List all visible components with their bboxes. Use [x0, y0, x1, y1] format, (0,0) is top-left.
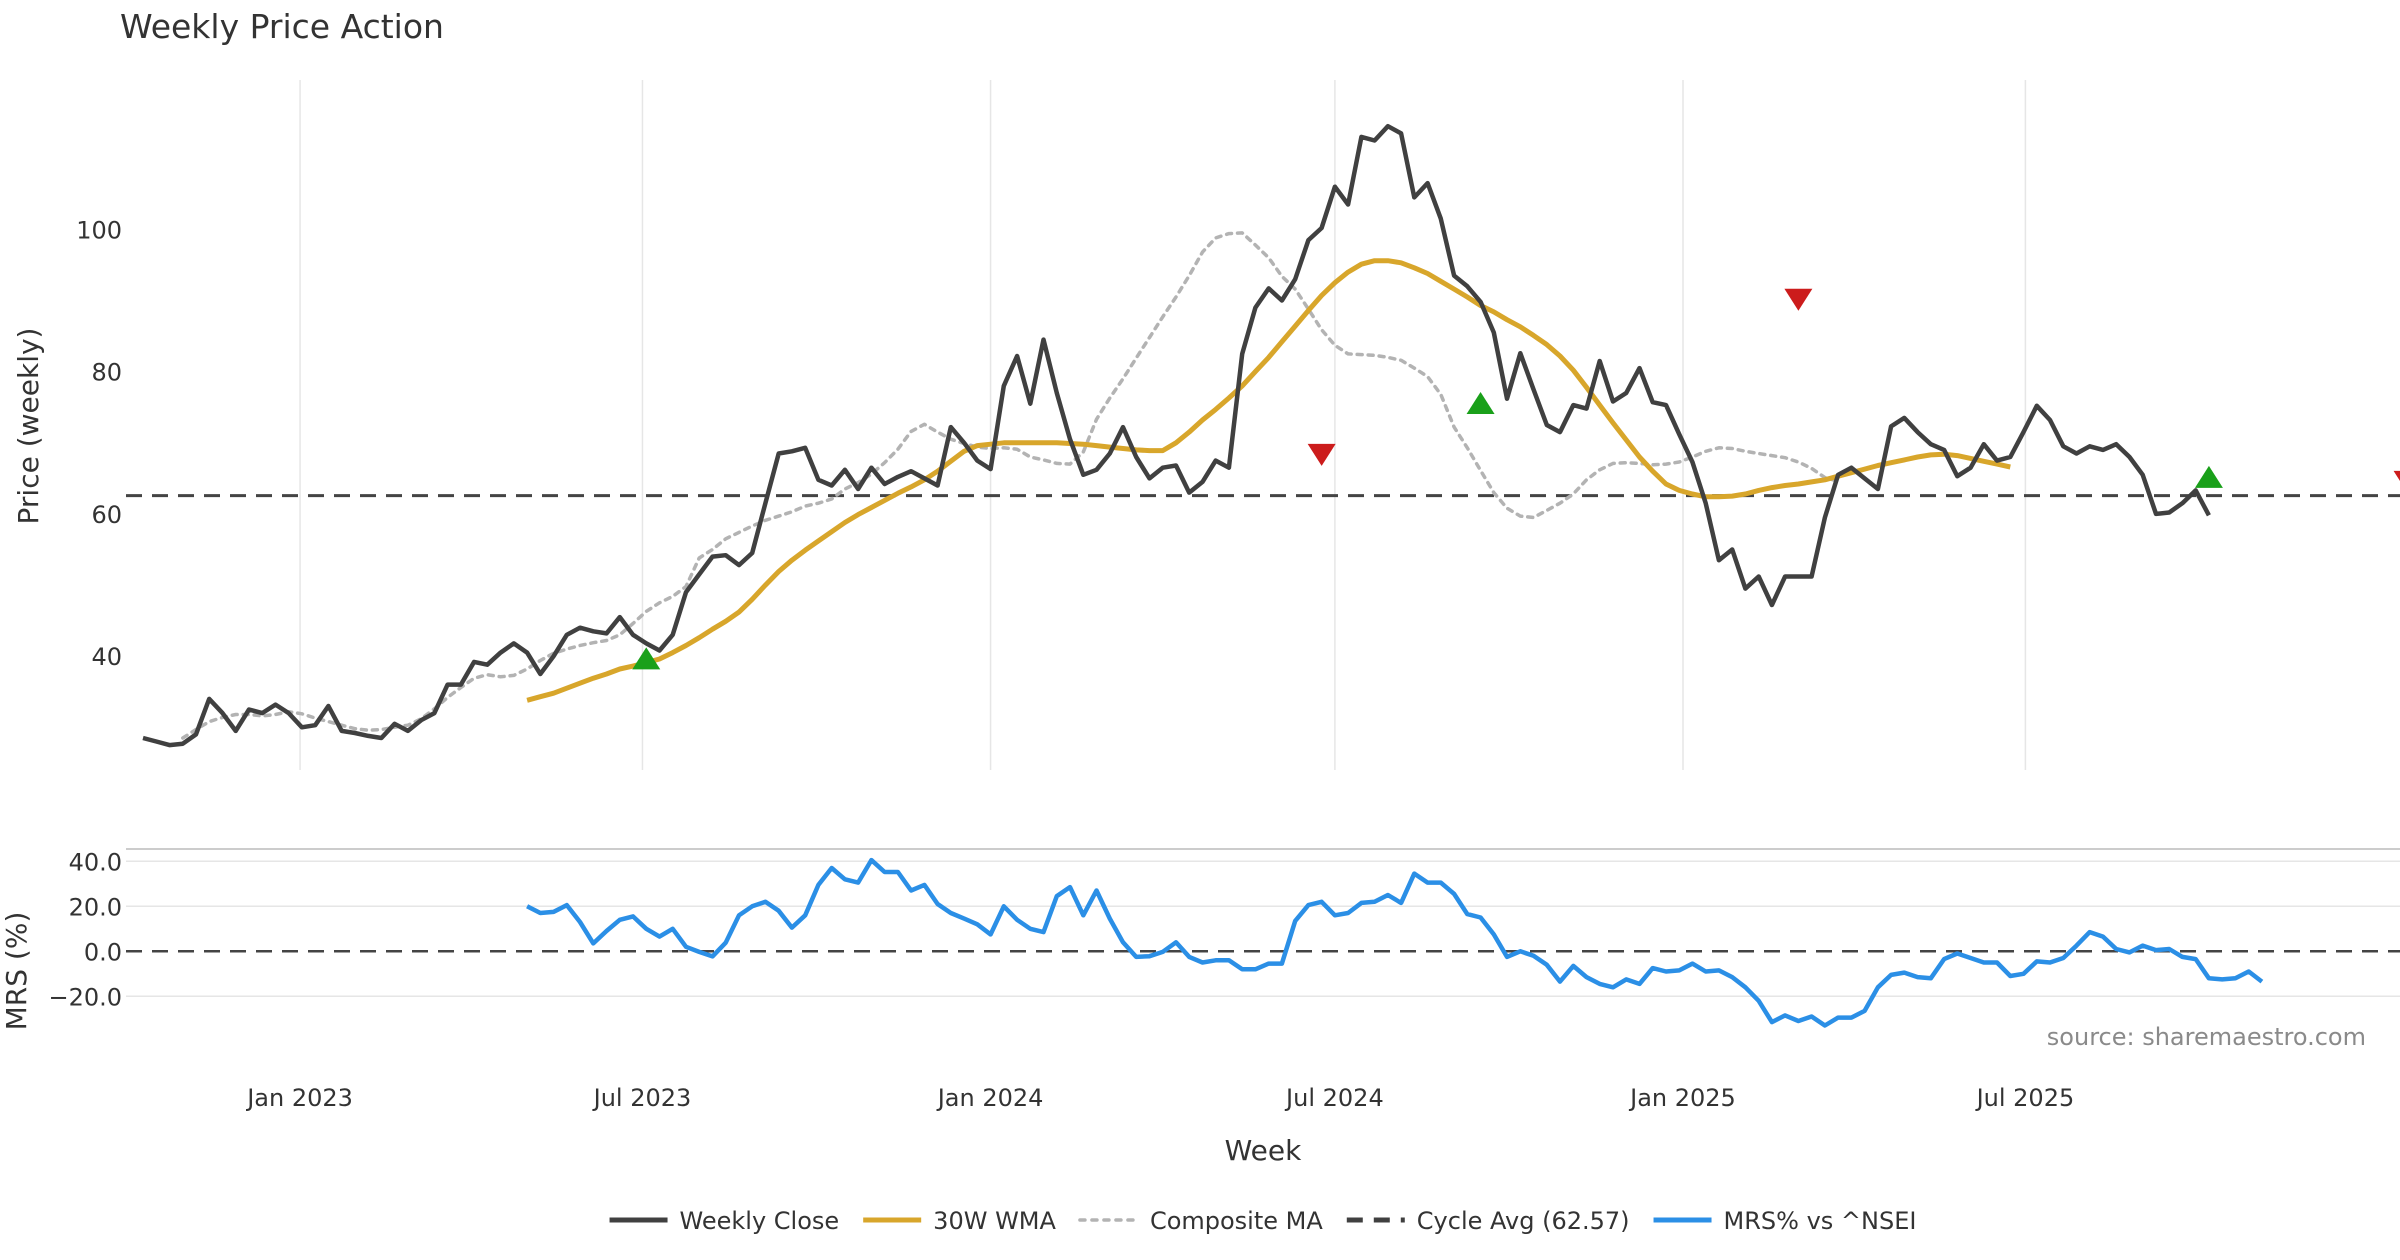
sell-signal-marker	[1307, 443, 1336, 466]
price-y-tick-label: 100	[76, 216, 122, 244]
mrs-y-tick-label: 40.0	[69, 848, 122, 876]
sell-signal-marker	[2393, 470, 2400, 482]
price-grid	[299, 80, 2027, 770]
weekly-close-line	[142, 123, 2211, 748]
legend-label: Weekly Close	[680, 1207, 840, 1235]
price-y-tick-label: 40	[91, 643, 122, 671]
legend-item-weekly-close: Weekly Close	[609, 1207, 840, 1235]
mrs-series	[526, 857, 2264, 1028]
x-tick-label: Jul 2023	[592, 1084, 692, 1112]
legend-label: 30W WMA	[933, 1207, 1056, 1235]
buy-signal-marker	[2194, 465, 2223, 488]
price-y-tick-label: 80	[91, 359, 122, 387]
x-tick-label: Jul 2024	[1284, 1084, 1384, 1112]
signal-markers	[632, 288, 2400, 670]
price-y-axis-label: Price (weekly)	[12, 328, 45, 525]
composite-ma-line	[181, 231, 1840, 740]
sell-signal-marker	[1784, 288, 1813, 311]
x-axis-ticks: Jan 2023 Jul 2023 Jan 2024 Jul 2024 Jan 2025…	[245, 1084, 2074, 1112]
mrs-y-tick-label: −20.0	[48, 983, 122, 1011]
legend-item-composite-ma: Composite MA	[1078, 1207, 1323, 1235]
price-series	[142, 123, 2211, 748]
buy-signal-marker	[1466, 391, 1495, 414]
30w-wma-line	[526, 258, 2011, 703]
x-tick-label: Jan 2025	[1628, 1084, 1736, 1112]
legend-label: MRS% vs ^NSEI	[1724, 1207, 1917, 1235]
x-axis-label: Week	[1225, 1134, 1302, 1167]
legend: Weekly Close 30W WMA Composite MA Cycle Avg…	[609, 1207, 1917, 1235]
mrs-vs-nsei-line	[526, 857, 2264, 1028]
mrs-grid	[126, 860, 2400, 997]
x-tick-label: Jan 2024	[936, 1084, 1044, 1112]
x-tick-label: Jan 2023	[245, 1084, 353, 1112]
price-panel: 40 60 80 100 Price (weekly)	[12, 80, 2400, 770]
mrs-y-tick-label: 20.0	[69, 893, 122, 921]
legend-label: Composite MA	[1150, 1207, 1323, 1235]
price-y-tick-label: 60	[91, 501, 122, 529]
mrs-y-axis-label: MRS (%)	[0, 912, 33, 1031]
price-y-ticks: 40 60 80 100	[76, 216, 122, 671]
mrs-y-tick-label: 0.0	[84, 938, 122, 966]
legend-label: Cycle Avg (62.57)	[1417, 1207, 1630, 1235]
buy-signal-marker	[632, 647, 661, 670]
source-note: source: sharemaestro.com	[2047, 1023, 2366, 1051]
legend-item-cycle-avg-62-57: Cycle Avg (62.57)	[1346, 1207, 1630, 1235]
mrs-y-ticks: 40.0 20.0 0.0 −20.0	[48, 848, 122, 1011]
legend-item-mrs-vs-nsei: MRS% vs ^NSEI	[1653, 1207, 1917, 1235]
x-tick-label: Jul 2025	[1975, 1084, 2075, 1112]
mrs-panel: 40.0 20.0 0.0 −20.0 MRS (%) source: sharema…	[0, 848, 2400, 1051]
chart-title: Weekly Price Action	[120, 7, 444, 46]
legend-item-30w-wma: 30W WMA	[863, 1207, 1057, 1235]
